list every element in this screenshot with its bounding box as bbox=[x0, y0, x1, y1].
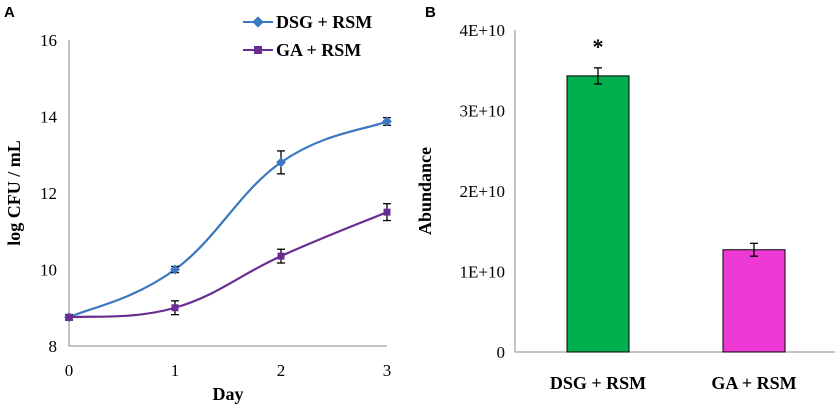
panel-a-legend: DSG + RSM GA + RSM bbox=[243, 12, 372, 60]
significance-asterisk: * bbox=[593, 34, 604, 59]
series-line bbox=[68, 120, 388, 319]
data-point bbox=[277, 252, 285, 260]
panel-b-bar-chart: B 0 1E+10 2E+10 3E+10 4E+10 Abundance * … bbox=[415, 4, 835, 393]
panel-b-error-bars bbox=[594, 67, 758, 257]
series-ga-rsm bbox=[65, 203, 391, 321]
legend-diamond-marker-icon bbox=[252, 16, 264, 28]
bar-dsg-rsm bbox=[566, 75, 630, 353]
panel-a-x-tick-label: 3 bbox=[383, 361, 392, 380]
panel-a-y-tick-label: 8 bbox=[49, 337, 58, 356]
panel-b-y-tick-label: 2E+10 bbox=[460, 182, 505, 201]
panel-a-label: A bbox=[4, 4, 15, 21]
legend-square-marker-icon bbox=[254, 46, 262, 54]
panel-a-x-tick-label: 1 bbox=[171, 361, 180, 380]
panel-b-label: B bbox=[425, 4, 436, 21]
data-point bbox=[171, 304, 179, 312]
data-point bbox=[170, 264, 180, 275]
panel-a-y-tick-label: 12 bbox=[40, 184, 57, 203]
series-line bbox=[68, 211, 388, 319]
data-point bbox=[65, 313, 73, 321]
panel-b-category-label: DSG + RSM bbox=[550, 373, 646, 393]
legend-label-ga-rsm: GA + RSM bbox=[276, 40, 361, 60]
panel-a-y-axis-title: log CFU / mL bbox=[4, 140, 24, 246]
panel-a-line-chart: A 8 10 12 14 16 0 1 2 3 Day log CFU / mL… bbox=[4, 4, 392, 404]
bar-ga-rsm bbox=[722, 249, 786, 353]
panel-b-y-tick-label: 0 bbox=[497, 343, 506, 362]
panel-a-x-tick-label: 0 bbox=[65, 361, 74, 380]
data-point bbox=[276, 157, 286, 168]
panel-b-y-axis-title: Abundance bbox=[415, 147, 435, 235]
panel-b-category-label: GA + RSM bbox=[711, 373, 796, 393]
panel-a-x-axis-title: Day bbox=[213, 384, 244, 404]
panel-a-x-tick-label: 2 bbox=[277, 361, 286, 380]
panel-b-y-tick-label: 3E+10 bbox=[460, 102, 505, 121]
legend-label-dsg-rsm: DSG + RSM bbox=[276, 12, 372, 32]
series-dsg-rsm bbox=[64, 116, 392, 323]
data-point bbox=[383, 208, 391, 216]
panel-a-y-tick-label: 16 bbox=[40, 31, 57, 50]
panel-b-y-tick-label: 4E+10 bbox=[460, 21, 505, 40]
panel-b-y-tick-label: 1E+10 bbox=[460, 263, 505, 282]
panel-a-y-tick-label: 10 bbox=[40, 261, 57, 280]
panel-a-y-tick-label: 14 bbox=[40, 108, 58, 127]
